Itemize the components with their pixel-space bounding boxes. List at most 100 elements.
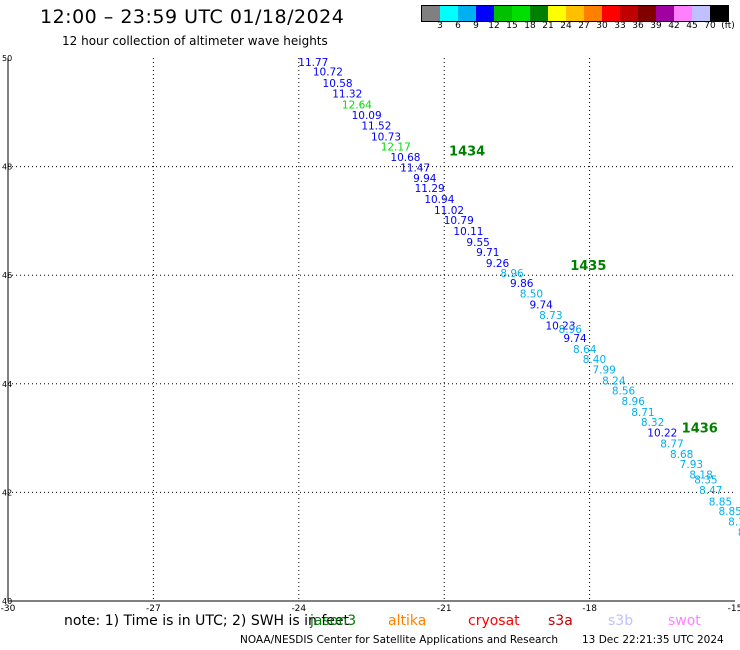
wave-height-value: 11.52: [361, 121, 391, 133]
colorbar-swatch: [476, 6, 494, 21]
wave-height-value: 9.94: [413, 173, 437, 185]
wave-height-value: 8.96: [500, 268, 524, 280]
generation-timestamp: 13 Dec 22:21:35 UTC 2024: [582, 634, 724, 646]
x-tick-label: -24: [291, 604, 306, 614]
wave-height-value: 10.94: [424, 194, 454, 206]
wave-height-value: 11.47: [400, 162, 430, 174]
colorbar-label: 70: [704, 21, 716, 31]
mission-cryosat: cryosat: [468, 613, 520, 629]
colorbar-swatch: [674, 6, 692, 21]
wave-height-value: 8.40: [583, 354, 606, 366]
colorbar-label: 45: [686, 21, 698, 31]
colorbar-label: (ft): [721, 21, 735, 31]
x-tick-label: -21: [437, 604, 452, 614]
wave-height-value: 10.68: [390, 152, 420, 164]
mission-s3a: s3a: [548, 613, 573, 629]
colorbar-label: 6: [455, 21, 461, 31]
x-tick-label: -30: [1, 604, 16, 614]
wave-height-value: 8.56: [612, 386, 636, 398]
colorbar-label: 18: [524, 21, 536, 31]
colorbar-swatch: [440, 6, 458, 21]
credit-text: NOAA/NESDIS Center for Satellite Applica…: [240, 634, 558, 646]
colorbar-swatch: [422, 6, 440, 21]
x-tick-label: -18: [582, 604, 597, 614]
colorbar-label: 24: [560, 21, 572, 31]
wave-height-value: 7.93: [680, 459, 703, 471]
page-subtitle: 12 hour collection of altimeter wave hei…: [62, 34, 328, 48]
wave-height-value: 9.26: [486, 258, 510, 270]
wave-height-value: 8.64: [573, 344, 597, 356]
wave-height-value: 11.29: [415, 183, 445, 195]
colorbar-swatch: [458, 6, 476, 21]
wave-height-value: 10.22: [647, 427, 677, 439]
colorbar-label: 36: [632, 21, 644, 31]
colorbar-label: 33: [614, 21, 626, 31]
colorbar-swatch: [566, 6, 584, 21]
colorbar-label: 12: [488, 21, 500, 31]
colorbar-label: 39: [650, 21, 662, 31]
wave-height-value: 8.47: [699, 485, 722, 497]
wave-height-value: 8.73: [539, 310, 562, 322]
colorbar-label: 27: [578, 21, 590, 31]
colorbar-swatch: [620, 6, 638, 21]
mission-s3b: s3b: [608, 613, 634, 629]
colorbar-swatch: [602, 6, 620, 21]
wave-height-value: 9.86: [510, 278, 534, 290]
wave-height-value: 8.18: [689, 469, 712, 481]
wave-height-value: 8.85: [709, 496, 732, 508]
wave-height-value: 8.83: [738, 527, 740, 539]
wave-height-value: 10.73: [371, 132, 401, 144]
colorbar-label: 42: [668, 21, 680, 31]
colorbar: [421, 5, 729, 22]
x-tick-label: -15: [728, 604, 740, 614]
colorbar-swatch: [530, 6, 548, 21]
colorbar-label: 3: [437, 21, 443, 31]
wave-height-value: 10.11: [453, 226, 483, 238]
wave-height-value: 11.77: [298, 57, 328, 69]
wave-height-value: 10.79: [444, 215, 474, 227]
pass-number-label: 1435: [570, 259, 606, 274]
colorbar-swatch: [656, 6, 674, 21]
colorbar-swatch: [710, 6, 728, 21]
wave-height-value: 11.32: [332, 89, 362, 101]
mission-altika: altika: [388, 613, 427, 629]
wave-height-value: 8.68: [670, 449, 693, 461]
colorbar-label: 30: [596, 21, 608, 31]
mission-swot: swot: [668, 613, 701, 629]
y-tick-label: 42: [2, 488, 12, 497]
wave-height-value: 10.23: [545, 321, 575, 333]
colorbar-swatch: [638, 6, 656, 21]
footer-note: note: 1) Time is in UTC; 2) SWH is in fe…: [64, 613, 350, 629]
wave-height-value: 7.99: [592, 364, 615, 376]
mission-jason3: jason3: [310, 613, 357, 629]
y-tick-label: 44: [2, 380, 12, 389]
wave-height-value: 8.96: [622, 396, 646, 408]
colorbar-label: 9: [473, 21, 479, 31]
pass-number-label: 1436: [682, 422, 718, 437]
colorbar-swatch: [494, 6, 512, 21]
wave-height-value: 11.02: [434, 205, 464, 217]
colorbar-swatch: [512, 6, 530, 21]
wave-height-value: 8.96: [559, 324, 583, 336]
colorbar-swatch: [548, 6, 566, 21]
y-tick-label: 50: [2, 54, 12, 63]
wave-height-value: 9.71: [476, 247, 499, 259]
y-tick-label: 48: [2, 163, 12, 172]
colorbar-swatch: [584, 6, 602, 21]
wave-height-value: 8.18: [728, 517, 740, 529]
wave-height-value: 10.72: [313, 66, 343, 78]
wave-height-value: 12.17: [381, 141, 411, 153]
y-tick-label: 46: [2, 271, 12, 280]
wave-height-value: 8.71: [631, 407, 654, 419]
wave-height-value: 8.32: [641, 417, 664, 429]
wave-height-value: 8.50: [520, 288, 543, 300]
page-title: 12:00 – 23:59 UTC 01/18/2024: [40, 6, 345, 28]
wave-height-value: 8.85: [718, 506, 740, 518]
colorbar-label: 15: [506, 21, 518, 31]
wave-height-value: 8.35: [694, 475, 717, 487]
colorbar-swatch: [692, 6, 710, 21]
wave-height-value: 8.77: [660, 438, 683, 450]
x-tick-label: -27: [146, 604, 161, 614]
wave-height-value: 8.24: [602, 375, 626, 387]
